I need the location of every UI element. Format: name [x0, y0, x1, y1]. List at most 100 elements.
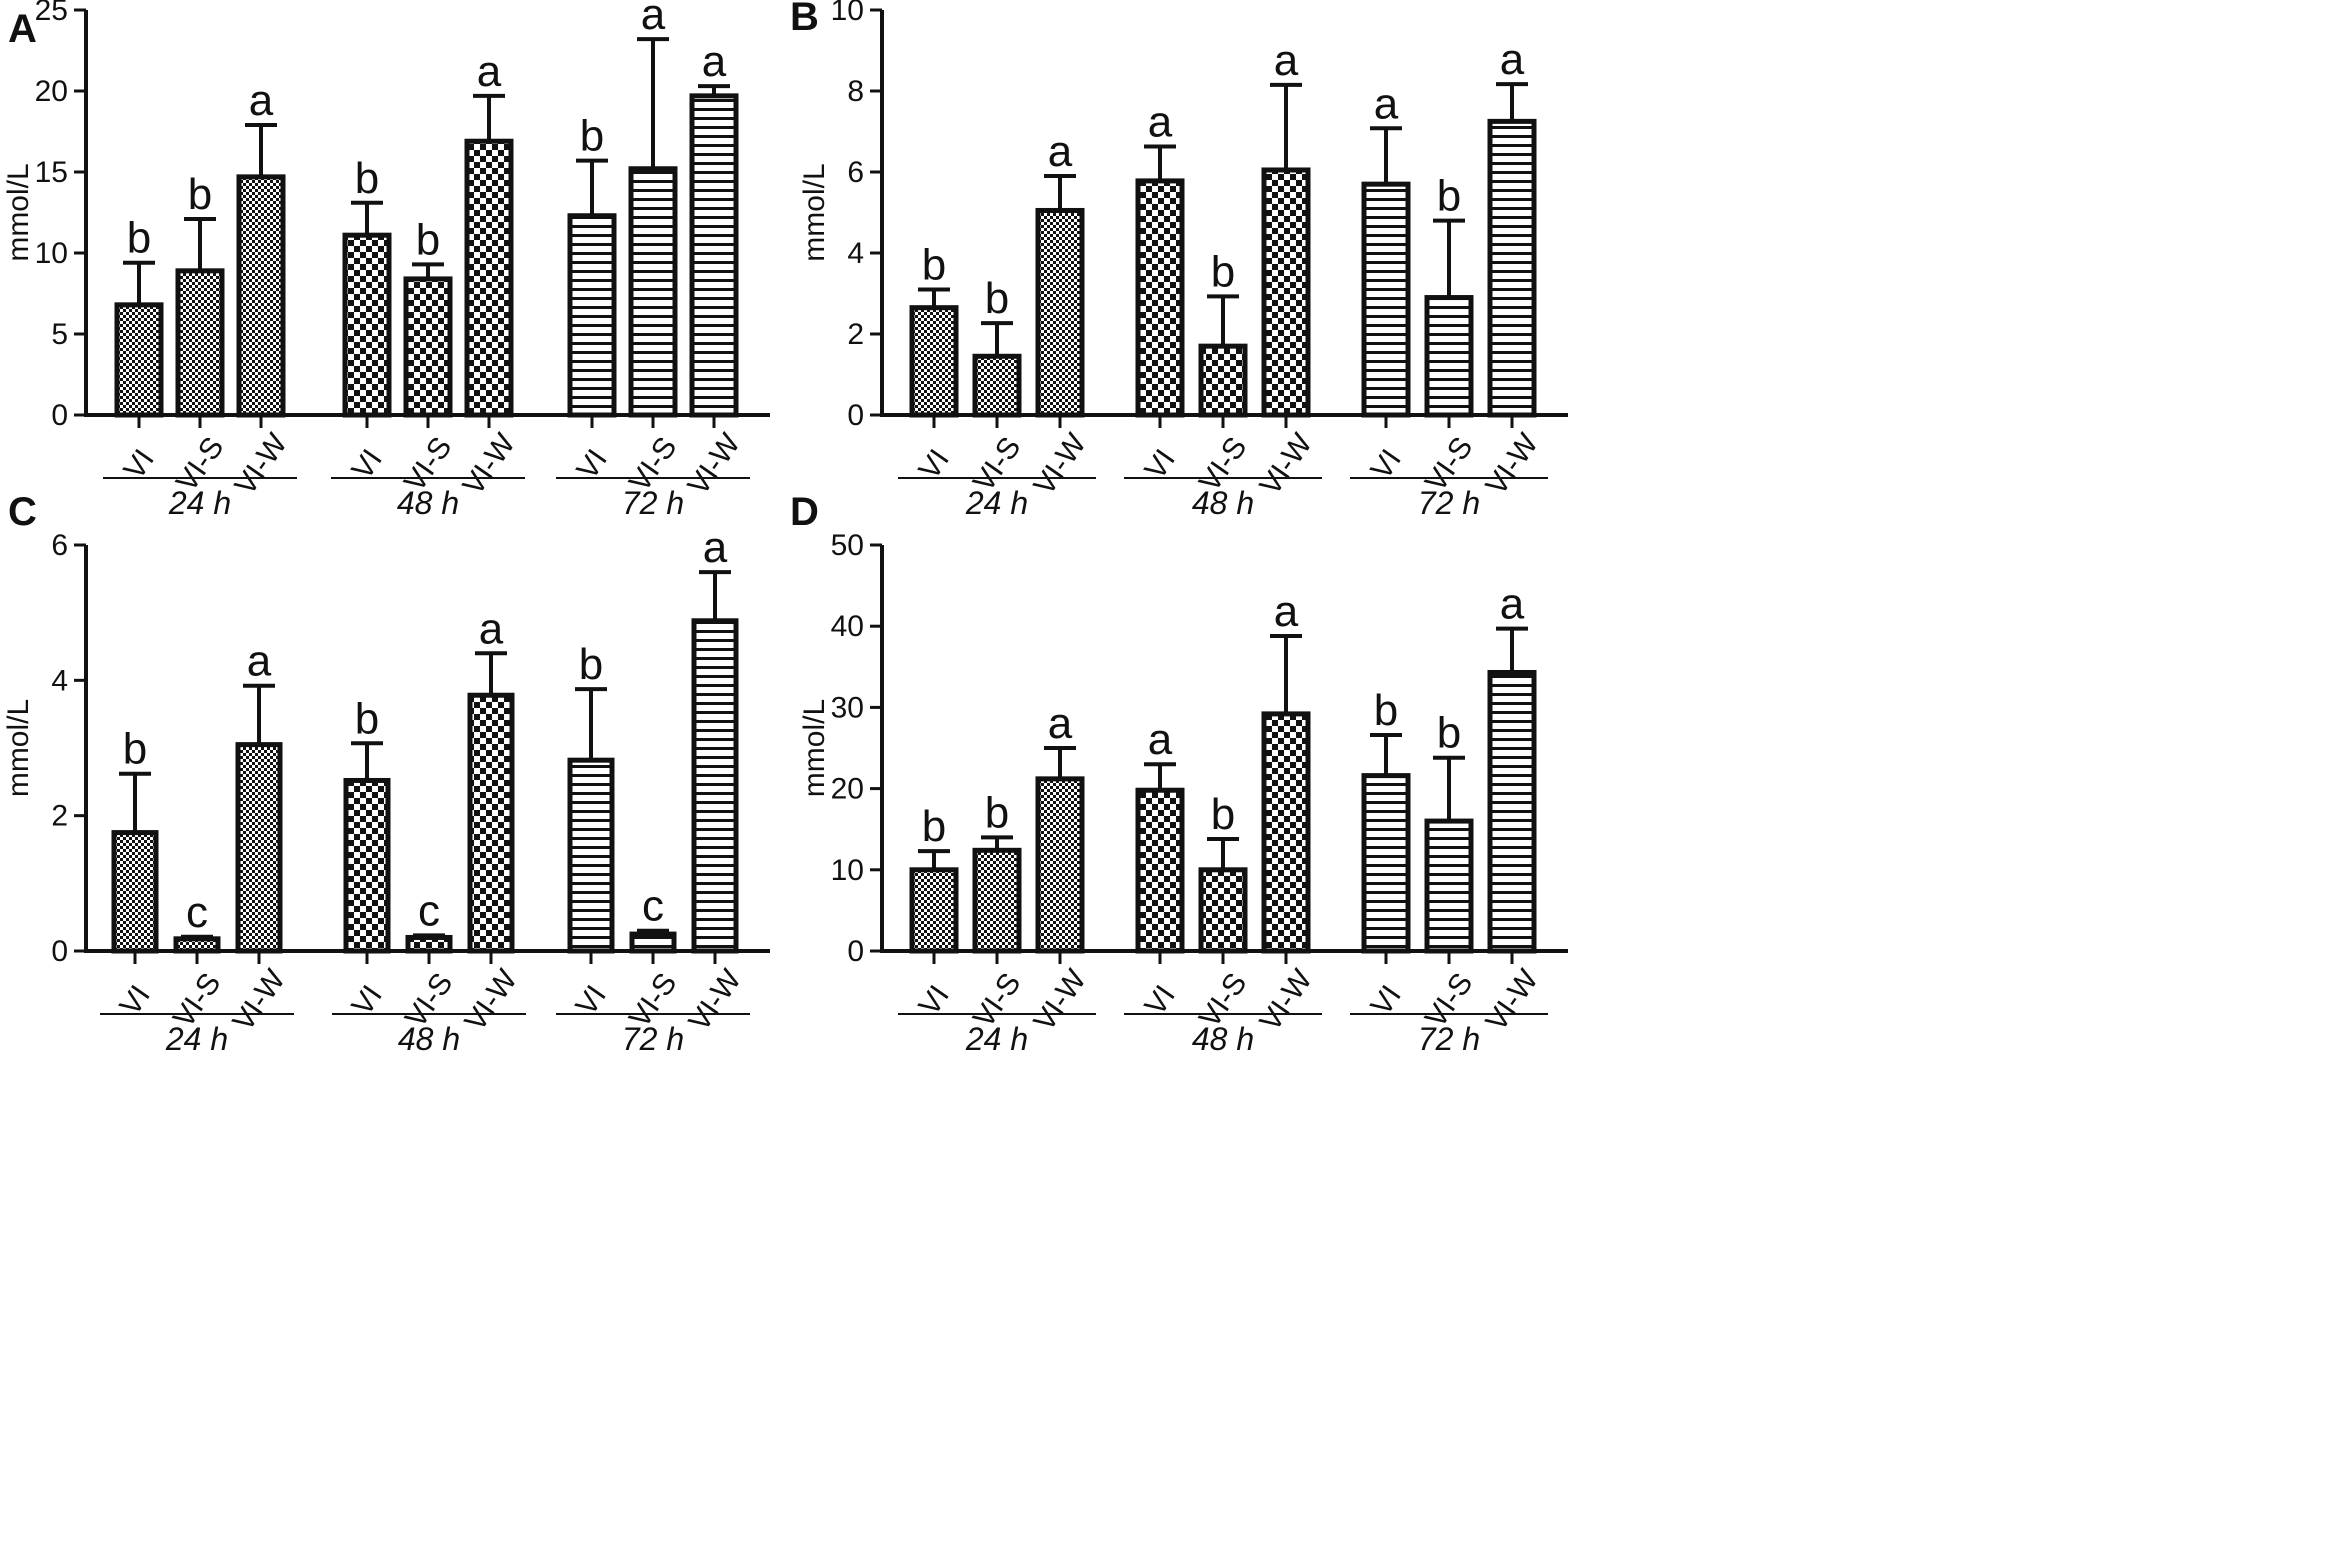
- y-tick-label: 30: [831, 691, 864, 724]
- significance-label: a: [1274, 36, 1299, 85]
- group-label: 72 h: [622, 485, 684, 521]
- group-label: 48 h: [1192, 1021, 1254, 1057]
- bar-48h-vi-w: [464, 138, 514, 418]
- group-label: 48 h: [397, 485, 459, 521]
- bar-48h-vi: [1135, 178, 1185, 418]
- category-label: VI: [1139, 443, 1182, 485]
- bar-72h-vi-w: [691, 618, 739, 954]
- y-tick-label: 2: [847, 318, 864, 351]
- y-axis-label: mmol/L: [798, 699, 831, 797]
- bar-24h-vi: [909, 867, 959, 954]
- bar-24h-vi-w: [1035, 207, 1085, 418]
- significance-label: b: [127, 214, 151, 263]
- panel-letter: C: [8, 490, 37, 534]
- significance-label: b: [1437, 172, 1461, 221]
- significance-label: a: [477, 47, 502, 96]
- category-label: VI: [114, 979, 157, 1021]
- bar-24h-vi-w: [235, 742, 283, 954]
- significance-label: b: [123, 725, 147, 774]
- bar-48h-vi: [343, 777, 391, 954]
- significance-label: b: [1211, 247, 1235, 296]
- bar-24h-vi: [114, 302, 164, 418]
- significance-label: a: [1148, 715, 1173, 764]
- category-label: VI: [118, 443, 161, 485]
- bar-48h-vi-s: [403, 276, 453, 418]
- group-label: 48 h: [398, 1021, 460, 1057]
- significance-label: b: [1211, 790, 1235, 839]
- y-axis-label: mmol/L: [798, 163, 831, 261]
- bar-72h-vi-s: [1424, 295, 1474, 418]
- y-tick-label: 0: [51, 399, 68, 432]
- y-tick-label: 10: [831, 0, 864, 27]
- y-axis-label: mmol/L: [2, 163, 35, 261]
- bar-72h-vi-s: [628, 166, 678, 418]
- group-label: 24 h: [165, 1021, 228, 1057]
- category-label: VI: [570, 979, 613, 1021]
- bar-72h-vi-w: [689, 93, 739, 418]
- bar-72h-vi: [1361, 773, 1411, 954]
- category-label: VI: [913, 443, 956, 485]
- y-tick-label: 2: [51, 800, 68, 833]
- y-tick-label: 20: [35, 75, 68, 108]
- category-label: VI-W: [1480, 963, 1546, 1037]
- significance-label: c: [418, 886, 440, 935]
- significance-label: b: [985, 788, 1009, 837]
- significance-label: a: [1148, 97, 1173, 146]
- significance-label: a: [1048, 699, 1073, 748]
- significance-label: b: [580, 112, 604, 161]
- bar-24h-vi: [111, 830, 159, 954]
- bar-24h-vi: [909, 305, 959, 418]
- group-label: 72 h: [1418, 1021, 1480, 1057]
- significance-label: b: [355, 154, 379, 203]
- y-tick-label: 4: [847, 237, 864, 270]
- bar-48h-vi-w: [467, 692, 515, 954]
- category-label: VI-W: [457, 427, 523, 501]
- significance-label: a: [703, 523, 728, 572]
- bar-48h-vi: [1135, 787, 1185, 954]
- y-tick-label: 0: [847, 935, 864, 968]
- category-label: VI: [913, 979, 956, 1021]
- panel-letter: A: [8, 7, 37, 51]
- bar-72h-vi: [1361, 181, 1411, 418]
- significance-label: c: [642, 882, 664, 931]
- significance-label: a: [1374, 79, 1399, 128]
- category-label: VI: [1365, 443, 1408, 485]
- category-label: VI-W: [227, 963, 293, 1037]
- bar-48h-vi-s: [1198, 867, 1248, 954]
- y-tick-label: 4: [51, 664, 68, 697]
- group-label: 24 h: [965, 1021, 1028, 1057]
- y-tick-label: 50: [831, 529, 864, 562]
- category-label: VI-W: [1254, 427, 1320, 501]
- significance-label: b: [579, 640, 603, 689]
- significance-label: b: [985, 274, 1009, 323]
- y-tick-label: 15: [35, 156, 68, 189]
- y-tick-label: 5: [51, 318, 68, 351]
- bar-72h-vi-w: [1487, 118, 1537, 418]
- category-label: VI-W: [1028, 427, 1094, 501]
- significance-label: b: [355, 694, 379, 743]
- bar-24h-vi-s: [173, 936, 221, 954]
- significance-label: b: [188, 170, 212, 219]
- group-label: 48 h: [1192, 485, 1254, 521]
- category-label: VI-W: [459, 963, 525, 1037]
- category-label: VI-W: [1480, 427, 1546, 501]
- bar-48h-vi-s: [1198, 343, 1248, 418]
- significance-label: a: [247, 637, 272, 686]
- category-label: VI-W: [1028, 963, 1094, 1037]
- significance-label: b: [922, 240, 946, 289]
- y-tick-label: 0: [51, 935, 68, 968]
- group-label: 24 h: [965, 485, 1028, 521]
- y-tick-label: 6: [51, 529, 68, 562]
- category-label: VI: [571, 443, 614, 485]
- bar-72h-vi: [567, 757, 615, 954]
- bar-24h-vi-s: [175, 268, 225, 418]
- category-label: VI: [346, 979, 389, 1021]
- significance-label: c: [186, 888, 208, 937]
